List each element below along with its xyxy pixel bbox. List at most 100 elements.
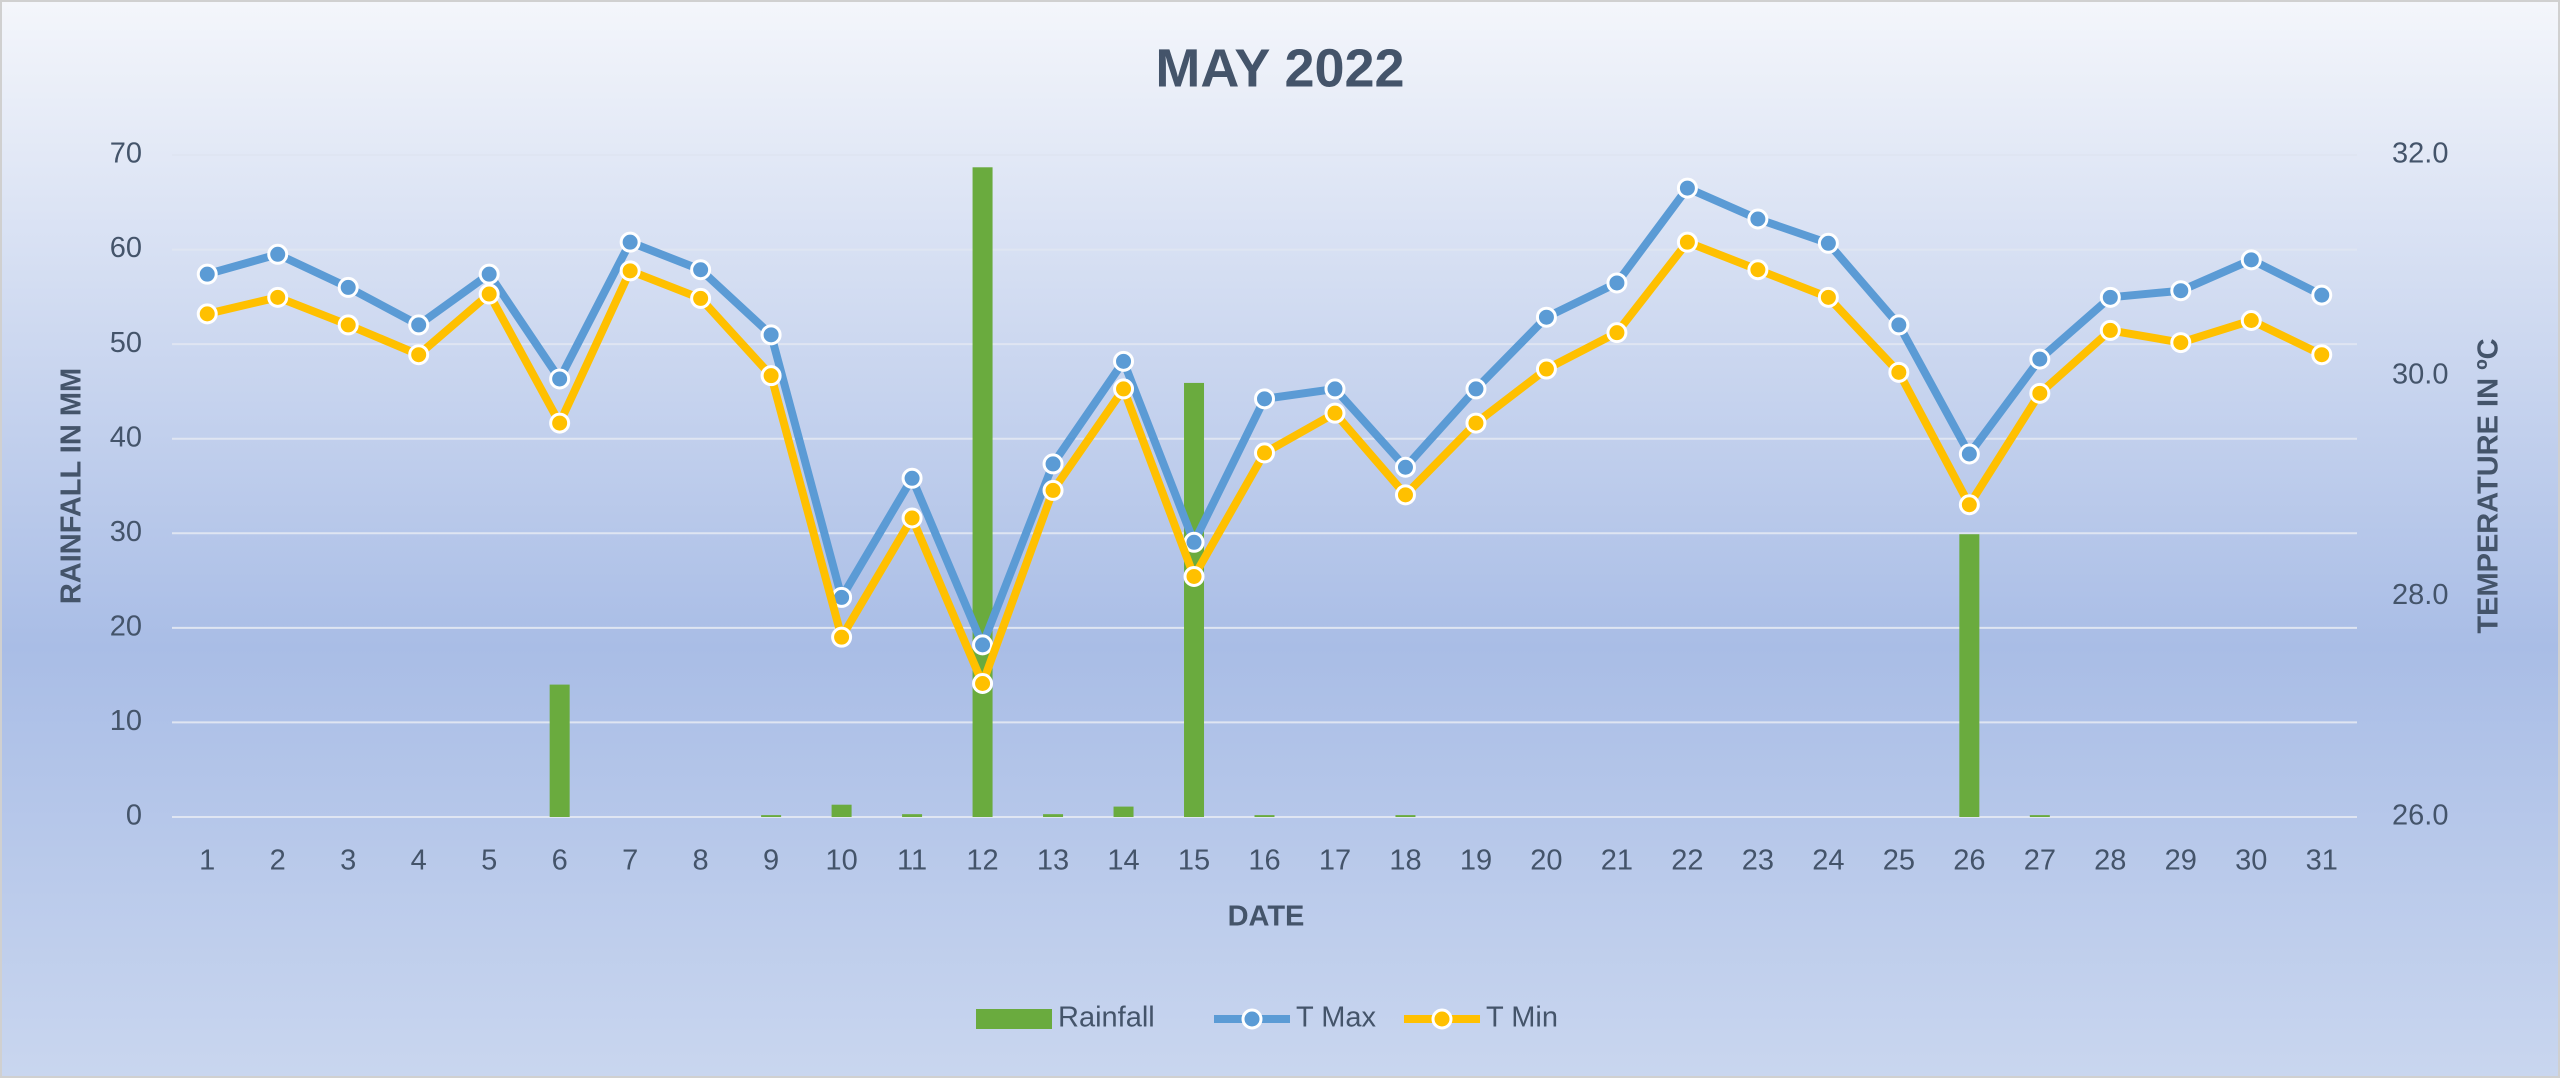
marker [619,260,641,282]
x-tick-label: 7 [622,845,638,877]
x-tick-label: 18 [1389,845,1421,877]
y-tick-label: 40 [110,421,142,453]
marker [760,365,782,387]
marker [1254,442,1275,464]
marker [1747,208,1769,230]
marker [549,412,571,434]
marker [831,626,853,648]
bar [1254,815,1275,817]
bar [1959,534,1980,817]
legend-swatch [976,1009,1052,1029]
y2-tick-label: 28.0 [2392,579,2448,611]
x-tick-label: 4 [411,845,427,877]
x-tick-label: 3 [340,845,356,877]
marker [972,634,994,656]
marker [1183,565,1205,587]
marker [1606,322,1628,344]
marker [2240,249,2262,271]
marker [1042,453,1064,475]
y2-tick-label: 26.0 [2392,800,2448,832]
y-tick-label: 60 [110,232,142,264]
marker [1888,361,1910,383]
chart-title: MAY 2022 [1155,38,1404,98]
x-tick-label: 26 [1953,845,1985,877]
y2-tick-label: 30.0 [2392,358,2448,390]
marker [901,467,923,489]
marker [1465,378,1487,400]
y-tick-label: 10 [110,705,142,737]
x-axis-title: DATE [1228,901,1305,933]
marker [1958,443,1980,465]
marker [1676,177,1698,199]
marker [760,324,782,346]
x-tick-label: 16 [1248,845,1280,877]
x-tick-label: 11 [897,845,927,877]
marker [1817,286,1839,308]
y-tick-label: 50 [110,327,142,359]
marker [1606,272,1628,294]
x-tick-label: 21 [1601,845,1633,877]
x-tick-label: 23 [1742,845,1774,877]
marker [1676,231,1698,253]
marker [478,283,500,305]
x-tick-label: 5 [481,845,497,877]
x-tick-label: 31 [2306,845,2338,877]
marker [1535,358,1557,380]
marker [549,368,571,390]
marker [1888,314,1910,336]
legend-label: Rainfall [1058,1002,1155,1034]
x-tick-label: 19 [1460,845,1492,877]
y2-tick-label: 32.0 [2392,138,2448,170]
x-tick-label: 29 [2165,845,2197,877]
marker [1535,306,1557,328]
marker [972,672,994,694]
legend-swatch [1241,1008,1263,1030]
legend-swatch [1431,1008,1453,1030]
y2-axis-title: TEMPERATURE IN ºC [2473,338,2505,633]
bar [761,815,782,817]
y-tick-label: 70 [110,138,142,170]
marker [1113,350,1135,372]
x-tick-label: 6 [552,845,568,877]
marker [2170,332,2192,354]
marker [619,231,641,253]
marker [690,287,712,309]
x-tick-label: 30 [2235,845,2267,877]
marker [196,303,218,325]
marker [1465,412,1487,434]
x-tick-label: 28 [2094,845,2126,877]
x-tick-label: 15 [1178,845,1210,877]
x-tick-label: 14 [1107,845,1139,877]
x-tick-label: 12 [966,845,998,877]
marker [1958,494,1980,516]
marker [337,314,359,336]
x-tick-label: 20 [1530,845,1562,877]
x-tick-label: 22 [1671,845,1703,877]
y-tick-label: 20 [110,611,142,643]
marker [1324,378,1346,400]
marker [2029,382,2051,404]
x-tick-label: 1 [199,845,215,877]
bar [2029,815,2050,817]
bar [902,814,923,817]
marker [2029,348,2051,370]
bar [549,684,570,817]
marker [690,259,712,281]
bar [1184,382,1205,817]
legend-label: T Min [1486,1002,1558,1034]
marker [267,243,289,265]
marker [1254,388,1275,410]
bar [972,167,993,817]
marker [2099,286,2121,308]
marker [1042,479,1064,501]
marker [478,263,500,285]
marker [1817,232,1839,254]
x-tick-label: 9 [763,845,779,877]
marker [2170,280,2192,302]
marker [196,263,218,285]
bar [1043,814,1064,817]
x-tick-label: 27 [2024,845,2056,877]
x-tick-label: 8 [693,845,709,877]
